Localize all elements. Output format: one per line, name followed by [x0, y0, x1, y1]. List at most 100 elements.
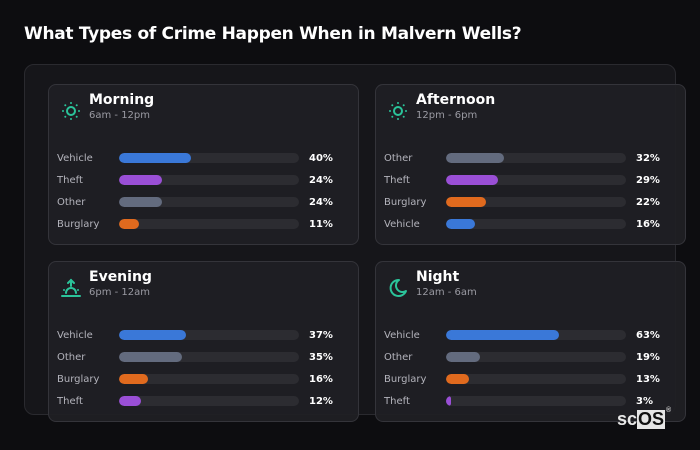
page-title: What Types of Crime Happen When in Malve… — [24, 24, 522, 44]
bar-track — [119, 330, 299, 340]
card-title: Evening — [89, 269, 152, 285]
bar-fill — [119, 153, 191, 163]
bar-label: Other — [384, 351, 413, 363]
registered-mark: ® — [666, 407, 672, 414]
bar-track — [446, 374, 626, 384]
bar-value: 24% — [309, 196, 333, 208]
bar-row-other: Other 32% — [384, 147, 684, 169]
bar-track — [119, 374, 299, 384]
card-evening: Evening 6pm - 12am Vehicle 37% Other 35% Bur… — [48, 261, 359, 422]
bar-label: Burglary — [57, 373, 100, 385]
bar-label: Other — [384, 152, 413, 164]
bar-value: 16% — [636, 218, 660, 230]
bar-row-vehicle: Vehicle 37% — [57, 324, 357, 346]
bar-track — [119, 352, 299, 362]
bar-fill — [119, 352, 182, 362]
bar-label: Theft — [384, 174, 410, 186]
bar-row-other: Other 24% — [57, 191, 357, 213]
bar-fill — [119, 330, 186, 340]
moon-icon — [389, 278, 407, 297]
bar-value: 13% — [636, 373, 660, 385]
bar-value: 19% — [636, 351, 660, 363]
bar-fill — [119, 197, 163, 207]
bar-label: Burglary — [57, 218, 100, 230]
bar-label: Burglary — [384, 196, 427, 208]
card-title: Morning — [89, 92, 155, 108]
scos-logo: sc OS ® — [617, 407, 672, 429]
bar-label: Theft — [57, 395, 83, 407]
bar-track — [119, 175, 299, 185]
bar-value: 24% — [309, 174, 333, 186]
bar-label: Vehicle — [384, 329, 420, 341]
bar-row-burglary: Burglary 11% — [57, 213, 357, 235]
bar-row-other: Other 19% — [384, 346, 684, 368]
sun-icon — [389, 102, 407, 120]
bar-fill — [119, 396, 141, 406]
bar-label: Other — [57, 196, 86, 208]
bar-value: 3% — [636, 395, 653, 407]
sun-icon — [62, 102, 80, 120]
bar-fill — [446, 219, 475, 229]
bar-label: Theft — [384, 395, 410, 407]
card-time-range: 12am - 6am — [416, 287, 477, 298]
bar-row-theft: Theft 24% — [57, 169, 357, 191]
bar-row-vehicle: Vehicle 63% — [384, 324, 684, 346]
bar-row-vehicle: Vehicle 40% — [57, 147, 357, 169]
bar-track — [119, 153, 299, 163]
bar-value: 63% — [636, 329, 660, 341]
bar-track — [119, 219, 299, 229]
card-title: Night — [416, 269, 460, 285]
bar-row-theft: Theft 12% — [57, 390, 357, 412]
bar-value: 22% — [636, 196, 660, 208]
bar-value: 40% — [309, 152, 333, 164]
bar-row-burglary: Burglary 13% — [384, 368, 684, 390]
bar-row-burglary: Burglary 16% — [57, 368, 357, 390]
bar-list: Vehicle 37% Other 35% Burglary 16% Theft 12% — [57, 324, 357, 412]
bar-fill — [119, 219, 139, 229]
logo-os: OS — [637, 409, 666, 429]
logo-sc: sc — [617, 409, 638, 429]
bar-row-theft: Theft 29% — [384, 169, 684, 191]
card-morning: Morning 6am - 12pm Vehicle 40% Theft 24% Oth… — [48, 84, 359, 245]
bar-row-other: Other 35% — [57, 346, 357, 368]
bar-track — [446, 197, 626, 207]
bar-track — [446, 153, 626, 163]
bar-fill — [119, 175, 163, 185]
bar-fill — [446, 153, 504, 163]
bar-track — [446, 352, 626, 362]
bar-row-theft: Theft 3% — [384, 390, 684, 412]
card-night: Night 12am - 6am Vehicle 63% Other 19% Burgl… — [375, 261, 686, 422]
bar-value: 11% — [309, 218, 333, 230]
bar-track — [119, 197, 299, 207]
bar-fill — [446, 396, 452, 406]
bar-value: 12% — [309, 395, 333, 407]
bar-row-vehicle: Vehicle 16% — [384, 213, 684, 235]
bar-value: 16% — [309, 373, 333, 385]
bar-fill — [446, 374, 470, 384]
bar-list: Vehicle 63% Other 19% Burglary 13% Theft 3% — [384, 324, 684, 412]
bar-label: Vehicle — [57, 329, 93, 341]
sunset-icon — [61, 278, 81, 297]
bar-fill — [446, 352, 481, 362]
bar-label: Burglary — [384, 373, 427, 385]
bar-fill — [119, 374, 148, 384]
bar-value: 32% — [636, 152, 660, 164]
bar-list: Vehicle 40% Theft 24% Other 24% Burglary 11% — [57, 147, 357, 235]
bar-value: 29% — [636, 174, 660, 186]
bar-label: Other — [57, 351, 86, 363]
bar-label: Vehicle — [384, 218, 420, 230]
card-time-range: 6pm - 12am — [89, 287, 151, 298]
card-time-range: 6am - 12pm — [89, 110, 151, 121]
bar-fill — [446, 175, 499, 185]
bar-label: Theft — [57, 174, 83, 186]
bar-value: 37% — [309, 329, 333, 341]
card-afternoon: Afternoon 12pm - 6pm Other 32% Theft 29% Bur… — [375, 84, 686, 245]
bar-track — [446, 396, 626, 406]
bar-fill — [446, 330, 560, 340]
bar-label: Vehicle — [57, 152, 93, 164]
bar-fill — [446, 197, 486, 207]
bar-value: 35% — [309, 351, 333, 363]
card-time-range: 12pm - 6pm — [416, 110, 478, 121]
bar-list: Other 32% Theft 29% Burglary 22% Vehicle 16% — [384, 147, 684, 235]
bar-track — [446, 330, 626, 340]
